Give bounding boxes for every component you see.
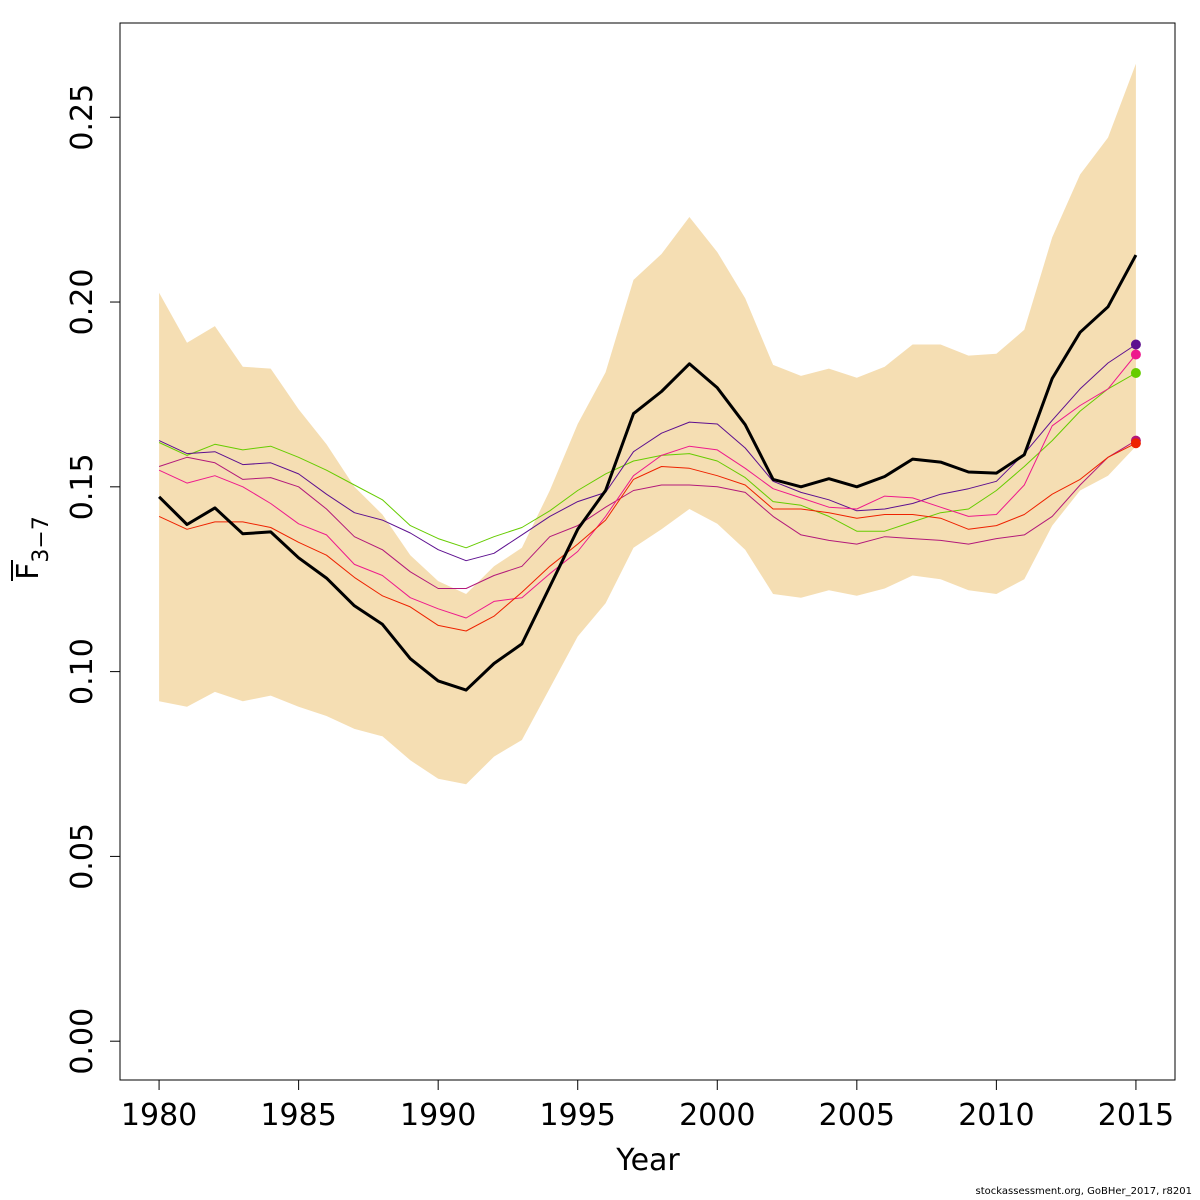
y-tick-label: 0.00 [65, 1008, 100, 1075]
series-lines [158, 254, 1138, 692]
series-line-1 [158, 372, 1137, 549]
x-tick-label: 2005 [819, 1098, 895, 1133]
x-tick-label: 1990 [400, 1098, 476, 1133]
svg-text:F3−7: F3−7 [11, 516, 54, 580]
y-axis-title: F3−7 [11, 516, 54, 581]
series-line-4 [158, 354, 1137, 619]
series-line-5 [158, 442, 1137, 632]
y-tick-label: 0.20 [65, 269, 100, 336]
y-axis-title-sub: 3−7 [29, 516, 54, 562]
x-tick-label: 1980 [121, 1098, 197, 1133]
credit-text: stockassessment.org, GoBHer_2017, r8201 [975, 1186, 1192, 1197]
x-axis: 1980 1985 1990 1995 2000 2005 2010 2015 [121, 1079, 1174, 1133]
series-endpoints [1130, 339, 1141, 449]
x-tick-label: 1995 [540, 1098, 616, 1133]
series-line-2 [158, 344, 1137, 562]
series-line-3 [158, 440, 1137, 589]
series-endpoint-1 [1130, 368, 1141, 378]
series-endpoint-5 [1130, 438, 1141, 449]
x-tick-label: 1985 [260, 1098, 336, 1133]
series-endpoint-2 [1130, 339, 1141, 350]
y-tick-label: 0.15 [65, 453, 100, 520]
y-tick-label: 0.05 [65, 823, 100, 890]
y-axis-title-main: F [11, 563, 46, 580]
series-line-6 [158, 254, 1138, 692]
confidence-band [159, 63, 1136, 785]
x-tick-label: 2010 [958, 1098, 1034, 1133]
y-tick-label: 0.10 [65, 638, 100, 705]
y-tick-label: 0.25 [65, 84, 100, 151]
series-endpoint-4 [1130, 349, 1141, 360]
y-axis: 0.00 0.05 0.10 0.15 0.20 0.25 [65, 84, 121, 1075]
x-tick-label: 2015 [1098, 1098, 1174, 1133]
x-axis-title: Year [615, 1143, 680, 1178]
x-tick-label: 2000 [679, 1098, 755, 1133]
confidence-band-area [159, 63, 1136, 785]
